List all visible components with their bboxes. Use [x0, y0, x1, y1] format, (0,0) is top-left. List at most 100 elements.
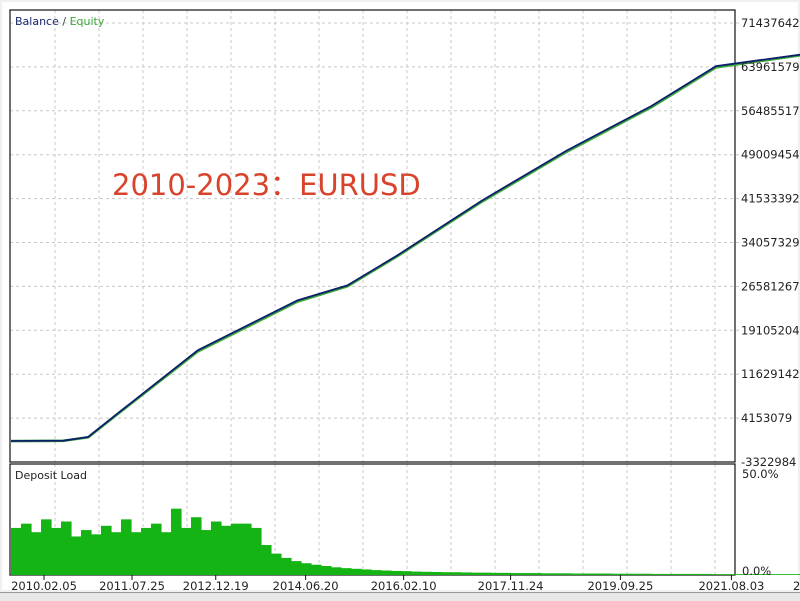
y-tick-label: 56485517	[741, 104, 800, 118]
annotation-title: 2010-2023：EURUSD	[112, 168, 421, 202]
deposit-load-bar	[120, 519, 132, 575]
y-tick-label: 26581267	[741, 279, 800, 293]
deposit-load-bar	[460, 572, 472, 575]
x-tick-label: 2017.11.24	[478, 579, 544, 593]
deposit-load-bar	[750, 574, 762, 575]
deposit-load-bar	[240, 523, 252, 575]
deposit-load-bar	[50, 527, 62, 575]
y-tick-label: 71437642	[741, 16, 800, 30]
deposit-load-bar	[490, 572, 502, 575]
deposit-load-bar	[790, 574, 800, 575]
y-tick-label: 41533392	[741, 192, 800, 206]
deposit-load-bar	[250, 527, 262, 575]
deposit-load-bar	[650, 573, 662, 575]
deposit-load-bar	[310, 564, 322, 575]
x-tick-label: 2011.07.25	[99, 579, 165, 593]
balance-equity-lines	[10, 53, 800, 443]
deposit-load-bar	[760, 574, 772, 575]
x-tick-label: 2021.08.03	[698, 579, 764, 593]
deposit-load-bar	[390, 570, 402, 575]
deposit-load-bar	[400, 571, 412, 575]
deposit-load-bar	[350, 568, 362, 575]
y-tick-label: 34057329	[741, 236, 800, 250]
deposit-load-bar	[520, 573, 532, 575]
deposit-load-bar	[440, 572, 452, 575]
deposit-load-bar	[370, 570, 382, 575]
deposit-load-bar	[110, 532, 122, 575]
deposit-load-bar	[180, 527, 192, 575]
deposit-load-bar	[11, 527, 22, 575]
deposit-load-bar	[770, 574, 782, 575]
deposit-load-tick-label: 0.0%	[742, 564, 771, 578]
deposit-load-bar	[420, 571, 432, 575]
deposit-load-bar	[160, 532, 172, 575]
deposit-load-bar	[470, 572, 482, 575]
deposit-load-bar	[640, 573, 652, 575]
deposit-load-bar	[660, 573, 672, 575]
deposit-load-tick-label: 50.0%	[742, 467, 779, 481]
deposit-load-bar	[380, 570, 392, 575]
legend: Balance / Equity	[15, 15, 104, 28]
deposit-load-bar	[560, 573, 572, 575]
deposit-load-bar	[410, 571, 422, 575]
deposit-load-bar	[690, 573, 702, 575]
balance-panel-frame	[9, 9, 736, 463]
deposit-load-bar	[450, 572, 462, 575]
deposit-load-bar	[200, 530, 212, 575]
deposit-load-bar	[290, 561, 302, 575]
deposit-load-bar	[680, 573, 692, 575]
legend-equity: Equity	[69, 15, 105, 28]
deposit-load-bar	[700, 573, 712, 575]
bottom-tab-bar	[0, 592, 800, 601]
y-tick-label: 63961579	[741, 60, 800, 74]
deposit-load-bar	[330, 567, 342, 575]
deposit-load-bar	[90, 534, 102, 575]
deposit-load-bar	[500, 572, 512, 575]
x-tick-label: 2019.09.25	[587, 579, 653, 593]
deposit-load-bar	[280, 557, 292, 575]
deposit-load-bar	[20, 523, 32, 575]
deposit-load-bar	[80, 530, 92, 575]
y-tick-label: 11629142	[741, 367, 800, 381]
y-tick-label: -3322984	[741, 455, 796, 469]
deposit-load-bar	[360, 569, 372, 575]
deposit-load-bar	[580, 573, 592, 575]
x-tick-label: 2012.12.19	[183, 579, 249, 593]
y-tick-label: 4153079	[741, 411, 792, 425]
deposit-load-bar	[480, 572, 492, 575]
deposit-load-bar	[60, 521, 72, 575]
deposit-load-bar	[430, 572, 442, 575]
deposit-load-bar	[590, 573, 602, 575]
y-tick-label: 49009454	[741, 148, 800, 162]
x-tick-label: 2023.03.02	[793, 579, 800, 593]
deposit-load-bar	[190, 517, 202, 575]
deposit-load-bar	[150, 523, 162, 575]
deposit-load-axis: 50.0% 0.0%	[742, 467, 779, 578]
deposit-load-bar	[710, 574, 722, 575]
legend-balance: Balance	[15, 15, 59, 28]
balance-line	[10, 53, 800, 442]
deposit-load-bar	[670, 573, 682, 575]
deposit-load-bar	[220, 525, 232, 575]
deposit-load-bar	[210, 521, 222, 575]
deposit-load-bar	[610, 573, 622, 575]
deposit-load-bar	[530, 573, 542, 575]
deposit-load-bar	[40, 519, 52, 575]
deposit-load-bar	[100, 525, 112, 575]
deposit-load-bar	[510, 573, 522, 575]
deposit-load-bar	[540, 573, 552, 575]
deposit-load-bar	[170, 508, 182, 575]
deposit-load-bars	[11, 508, 800, 575]
deposit-load-bar	[130, 532, 142, 575]
deposit-load-bar	[300, 563, 312, 575]
deposit-load-bar	[30, 532, 42, 575]
deposit-load-title: Deposit Load	[15, 469, 87, 482]
x-tick-label: 2016.02.10	[371, 579, 437, 593]
y-axis: -3322984 4153079 11629142 19105204 26581267 3…	[741, 16, 800, 469]
deposit-load-bar	[730, 574, 742, 575]
deposit-load-bar	[620, 573, 632, 575]
deposit-load-bar	[230, 523, 242, 575]
x-axis: 2010.02.05 2011.07.25 2012.12.19 2014.06.20…	[11, 575, 800, 593]
deposit-load-bar	[140, 527, 152, 575]
